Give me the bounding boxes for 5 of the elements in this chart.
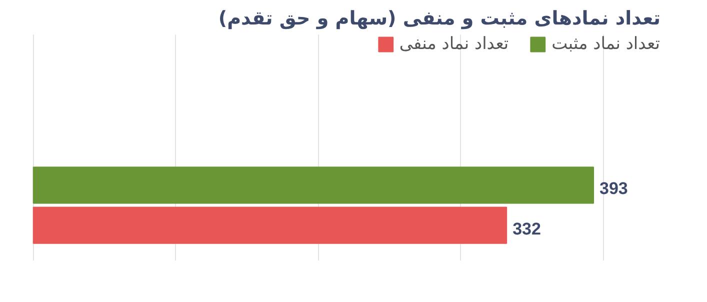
legend-label: تعداد نماد مثبت [552, 34, 660, 54]
data-label: 332 [512, 219, 541, 238]
data-label: 393 [600, 179, 628, 198]
chart-title: تعداد نمادهای مثبت و منفی (سهام و حق تقدم) [218, 8, 661, 30]
legend-label: تعداد نماد منفی [399, 34, 509, 54]
